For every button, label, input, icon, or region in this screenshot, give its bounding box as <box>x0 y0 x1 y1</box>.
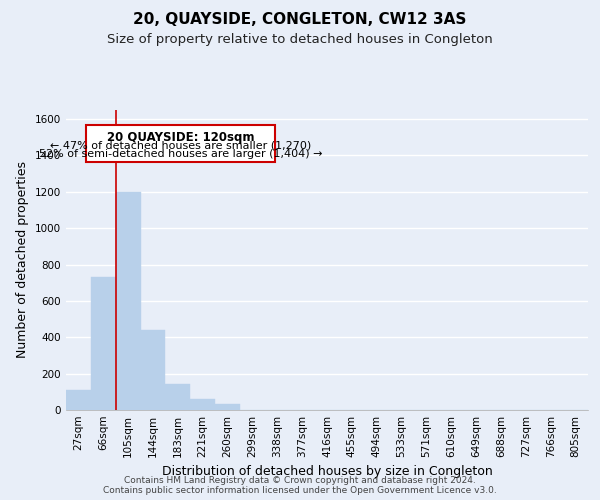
Bar <box>66 390 91 410</box>
X-axis label: Distribution of detached houses by size in Congleton: Distribution of detached houses by size … <box>161 466 493 478</box>
Bar <box>86 126 275 162</box>
Bar <box>166 384 190 410</box>
Bar <box>215 404 240 410</box>
Bar <box>190 399 215 410</box>
Text: ← 47% of detached houses are smaller (1,270): ← 47% of detached houses are smaller (1,… <box>50 140 311 150</box>
Text: Contains HM Land Registry data © Crown copyright and database right 2024.: Contains HM Land Registry data © Crown c… <box>124 476 476 485</box>
Text: Contains public sector information licensed under the Open Government Licence v3: Contains public sector information licen… <box>103 486 497 495</box>
Text: Size of property relative to detached houses in Congleton: Size of property relative to detached ho… <box>107 32 493 46</box>
Bar <box>116 192 140 410</box>
Text: 20 QUAYSIDE: 120sqm: 20 QUAYSIDE: 120sqm <box>107 131 254 144</box>
Bar <box>140 330 166 410</box>
Text: 52% of semi-detached houses are larger (1,404) →: 52% of semi-detached houses are larger (… <box>38 149 322 159</box>
Text: 20, QUAYSIDE, CONGLETON, CW12 3AS: 20, QUAYSIDE, CONGLETON, CW12 3AS <box>133 12 467 28</box>
Y-axis label: Number of detached properties: Number of detached properties <box>16 162 29 358</box>
Bar <box>91 278 116 410</box>
